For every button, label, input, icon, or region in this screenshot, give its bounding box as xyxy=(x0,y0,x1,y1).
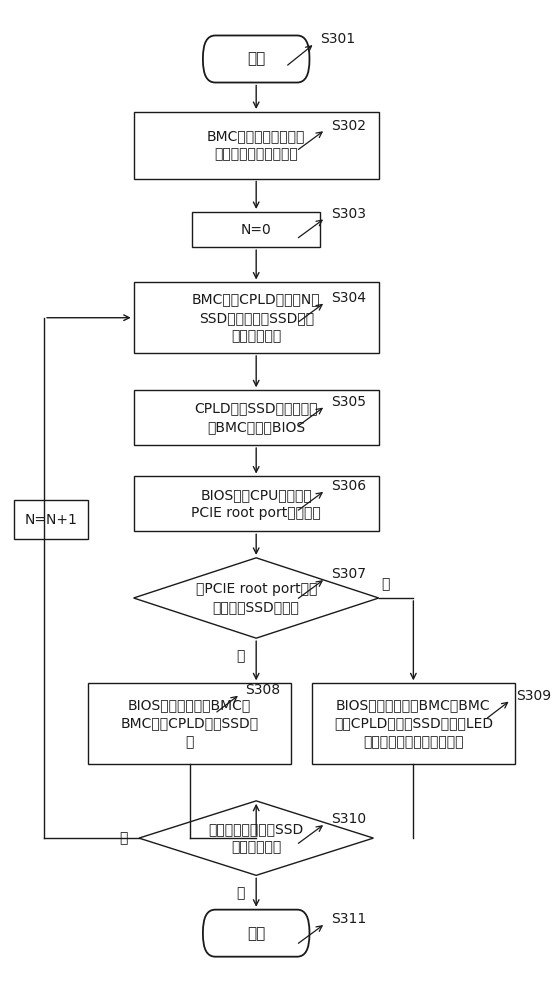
Text: S311: S311 xyxy=(331,912,366,926)
Text: 是否已经完成所有SSD
的扫描检测？: 是否已经完成所有SSD 的扫描检测？ xyxy=(209,822,304,854)
Text: BMC通知CPLD，对第N个
SSD上电（其他SSD维持
不上电状态）: BMC通知CPLD，对第N个 SSD上电（其他SSD维持 不上电状态） xyxy=(192,292,320,343)
Text: S307: S307 xyxy=(331,567,366,581)
Text: BIOS将信息传递至BMC，
BMC通知CPLD对该SSD下
电: BIOS将信息传递至BMC， BMC通知CPLD对该SSD下 电 xyxy=(120,698,259,749)
Text: BIOS将信息传递至BMC，BMC
通知CPLD点亮该SSD对应的LED
灯，并维持相应的闪烁状态: BIOS将信息传递至BMC，BMC 通知CPLD点亮该SSD对应的LED 灯，并… xyxy=(334,698,493,749)
Text: S302: S302 xyxy=(331,119,366,133)
Text: N=N+1: N=N+1 xyxy=(24,513,78,527)
Text: S301: S301 xyxy=(320,32,355,46)
Text: 是: 是 xyxy=(236,649,244,663)
Text: S306: S306 xyxy=(331,479,366,493)
Text: 否: 否 xyxy=(381,577,389,591)
Text: 该PCIE root port是否
有扫描到SSD连接？: 该PCIE root port是否 有扫描到SSD连接？ xyxy=(195,582,317,614)
Text: S309: S309 xyxy=(516,689,551,703)
Text: 完成: 完成 xyxy=(247,926,265,941)
Text: N=0: N=0 xyxy=(241,223,271,237)
Text: S310: S310 xyxy=(331,812,366,826)
Text: BMC与诊断脚本通信确
认当前订单的具体配置: BMC与诊断脚本通信确 认当前订单的具体配置 xyxy=(207,129,305,161)
Text: 是: 是 xyxy=(236,886,244,900)
Text: S305: S305 xyxy=(331,395,366,409)
Text: S303: S303 xyxy=(331,207,366,221)
Text: 否: 否 xyxy=(119,831,127,845)
Text: BIOS通知CPU对相应的
PCIE root port进行扫描: BIOS通知CPU对相应的 PCIE root port进行扫描 xyxy=(191,488,321,520)
Text: CPLD将该SSD上电之后通
过BMC通知到BIOS: CPLD将该SSD上电之后通 过BMC通知到BIOS xyxy=(194,401,318,434)
Text: S304: S304 xyxy=(331,291,366,305)
Text: S308: S308 xyxy=(245,683,281,697)
Text: 开始: 开始 xyxy=(247,51,265,66)
